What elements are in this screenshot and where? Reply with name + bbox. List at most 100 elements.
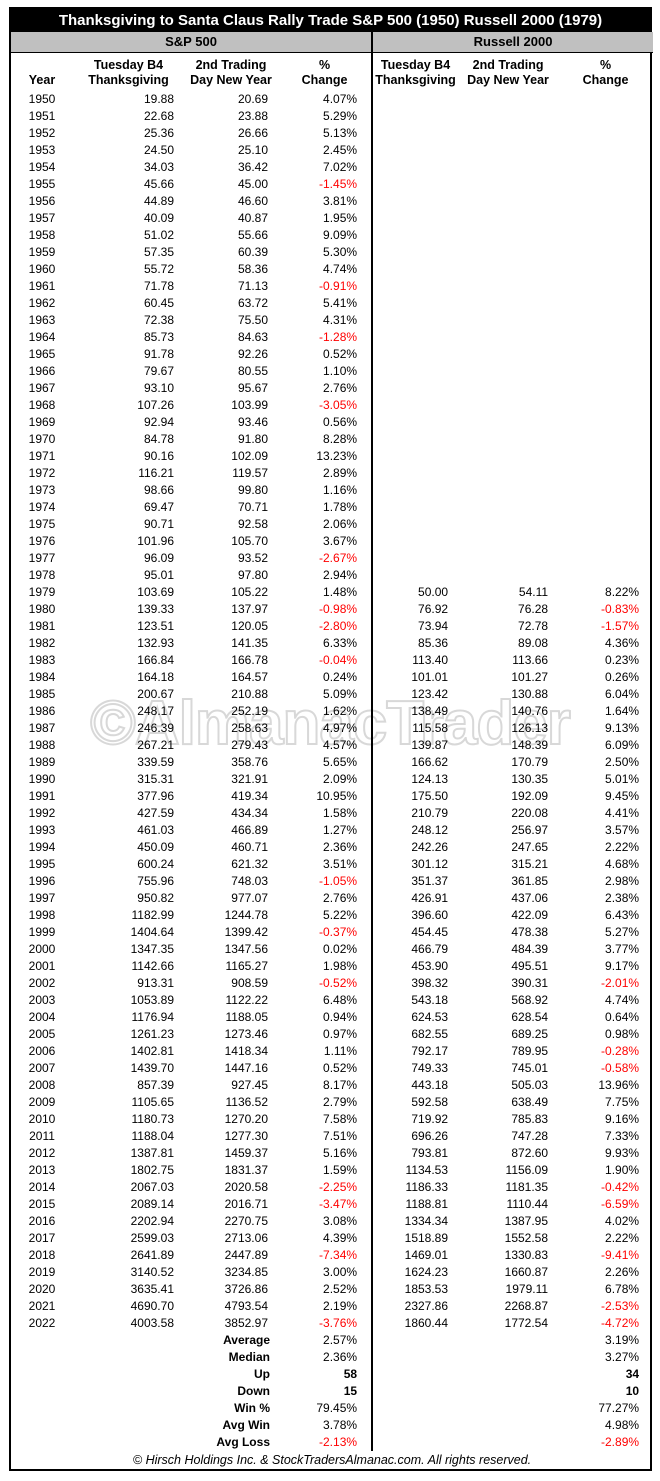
sp-thanksgiving-value: 139.33 (137, 601, 174, 616)
ru-new-year-value (458, 567, 558, 584)
summary-row: Win % 79.45% 77.27% (11, 1399, 653, 1417)
table-row: 1997 950.82 977.07 2.76% 426.91 437.06 2.38% (11, 889, 653, 907)
sp-thanksgiving-value: 2599.03 (130, 1230, 174, 1245)
ru-new-year-value: 1979.11 (505, 1281, 549, 1296)
ru-new-year-value: 130.88 (511, 686, 549, 701)
sp-thanksgiving-value: 248.17 (137, 703, 174, 718)
ru-pct-change-value: -2.53% (601, 1298, 640, 1313)
ru-pct-change-value: -4.72% (601, 1315, 640, 1330)
sp-new-year-value: 1165.27 (225, 958, 269, 973)
ru-thanksgiving-value: 138.49 (411, 703, 449, 718)
sp-new-year-value: 4793.54 (224, 1298, 268, 1313)
table-row: 1957 40.09 40.87 1.95% (11, 209, 653, 227)
year-cell: 2022 (28, 1315, 56, 1330)
sp-new-year-value: 2020.58 (224, 1179, 268, 1194)
ru-new-year-value (458, 448, 558, 465)
ru-thanksgiving-value: 124.13 (411, 771, 449, 786)
ru-pct-change-value: 4.41% (605, 805, 640, 820)
table-row: 1984 164.18 164.57 0.24% 101.01 101.27 0.26% (11, 668, 653, 686)
year-cell: 2013 (28, 1162, 56, 1177)
sp-summary-value: 15 (278, 1382, 374, 1400)
table-row: 1964 85.73 84.63 -1.28% (11, 328, 653, 346)
ru-pct-change-value (558, 448, 653, 465)
ru-new-year-value: 390.31 (511, 975, 549, 990)
sp-pct-change-value: 5.29% (278, 107, 374, 125)
year-cell: 1986 (28, 703, 56, 718)
summary-row: Avg Loss -2.13% -2.89% (11, 1433, 653, 1451)
col-header-sp-2nd-trading-day-new-year: 2nd Trading Day New Year (190, 57, 272, 87)
ru-pct-change-value: 4.68% (605, 856, 640, 871)
sp-thanksgiving-value: 164.18 (137, 669, 174, 684)
sp-new-year-value: 258.63 (231, 720, 268, 735)
sp-pct-change-value: 9.09% (278, 226, 374, 244)
table-row: 1999 1404.64 1399.42 -0.37% 454.45 478.38 5.27… (11, 923, 653, 941)
ru-thanksgiving-value: 592.58 (411, 1094, 449, 1109)
table-row: 1950 19.88 20.69 4.07% (11, 90, 653, 108)
ru-thanksgiving-value: 454.45 (411, 924, 449, 939)
ru-thanksgiving-value (372, 533, 458, 550)
year-cell: 1955 (28, 176, 56, 191)
sp-summary-value: 3.78% (278, 1416, 374, 1434)
sp-thanksgiving-value: 72.38 (143, 312, 174, 327)
ru-thanksgiving-value (372, 431, 458, 448)
ru-new-year-value: 72.78 (518, 618, 549, 633)
ru-thanksgiving-value (372, 295, 458, 312)
table-row: 1951 22.68 23.88 5.29% (11, 107, 653, 125)
ru-thanksgiving-value: 139.87 (411, 737, 449, 752)
sp-thanksgiving-value: 4003.58 (130, 1315, 174, 1330)
year-cell: 2018 (28, 1247, 56, 1262)
sp-new-year-value: 1273.46 (224, 1026, 268, 1041)
summary-label: Up (254, 1366, 270, 1381)
ru-thanksgiving-value: 624.53 (411, 1009, 449, 1024)
ru-pct-change-value: 1.64% (605, 703, 640, 718)
table-row: 1981 123.51 120.05 -2.80% 73.94 72.78 -1.57% (11, 617, 653, 635)
year-cell: 1965 (28, 346, 56, 361)
table-row: 2017 2599.03 2713.06 4.39% 1518.89 1552.58 2.2… (11, 1229, 653, 1247)
ru-thanksgiving-value (372, 108, 458, 125)
sp-thanksgiving-value: 166.84 (137, 652, 174, 667)
sp-pct-change-value: 13.23% (278, 447, 374, 465)
table-row: 1972 116.21 119.57 2.89% (11, 464, 653, 482)
sp-new-year-value: 279.43 (231, 737, 268, 752)
table-row: 1953 24.50 25.10 2.45% (11, 141, 653, 159)
rally-data-table: S&P 500 Russell 2000 Year Tuesday B4 Than… (11, 32, 654, 1469)
sp-new-year-value: 105.22 (231, 584, 268, 599)
year-cell: 1964 (28, 329, 56, 344)
year-cell: 2009 (28, 1094, 56, 1109)
year-cell: 1953 (28, 142, 56, 157)
year-cell: 1995 (28, 856, 56, 871)
ru-pct-change-value (558, 414, 653, 431)
table-row: 1960 55.72 58.36 4.74% (11, 260, 653, 278)
table-row: 1962 60.45 63.72 5.41% (11, 294, 653, 312)
ru-thanksgiving-value: 1853.53 (404, 1281, 449, 1296)
year-cell: 1956 (28, 193, 56, 208)
sp-pct-change-value: 2.36% (278, 838, 374, 856)
table-row: 2006 1402.81 1418.34 1.11% 792.17 789.95 -0.28… (11, 1042, 653, 1060)
ru-new-year-value: 113.66 (512, 652, 549, 667)
sp-thanksgiving-value: 1053.89 (130, 992, 174, 1007)
sp-summary-value: -2.13% (278, 1433, 374, 1451)
ru-new-year-value: 484.39 (511, 941, 549, 956)
sp-pct-change-value: 8.17% (278, 1076, 374, 1094)
summary-spacer (372, 1400, 558, 1417)
sp-pct-change-value: 5.41% (278, 294, 374, 312)
sp-pct-change-value: 6.48% (278, 991, 374, 1009)
table-row: 1983 166.84 166.78 -0.04% 113.40 113.66 0.23% (11, 651, 653, 669)
table-row: 1973 98.66 99.80 1.16% (11, 481, 653, 499)
ru-new-year-value (458, 482, 558, 499)
sp-new-year-value: 3726.86 (224, 1281, 268, 1296)
sp-thanksgiving-value: 101.96 (137, 533, 174, 548)
sp-thanksgiving-value: 40.09 (143, 210, 174, 225)
table-row: 1963 72.38 75.50 4.31% (11, 311, 653, 329)
table-row: 1982 132.93 141.35 6.33% 85.36 89.08 4.36% (11, 634, 653, 652)
ru-pct-change-value (558, 380, 653, 397)
sp-new-year-value: 75.50 (237, 312, 268, 327)
sp-pct-change-value: -0.91% (278, 277, 374, 295)
ru-thanksgiving-value (372, 516, 458, 533)
year-cell: 1974 (28, 499, 56, 514)
year-cell: 2016 (28, 1213, 56, 1228)
ru-thanksgiving-value: 792.17 (411, 1043, 449, 1058)
ru-new-year-value (458, 431, 558, 448)
sp-pct-change-value: -0.52% (278, 974, 374, 992)
sp-pct-change-value: 5.65% (278, 753, 374, 771)
